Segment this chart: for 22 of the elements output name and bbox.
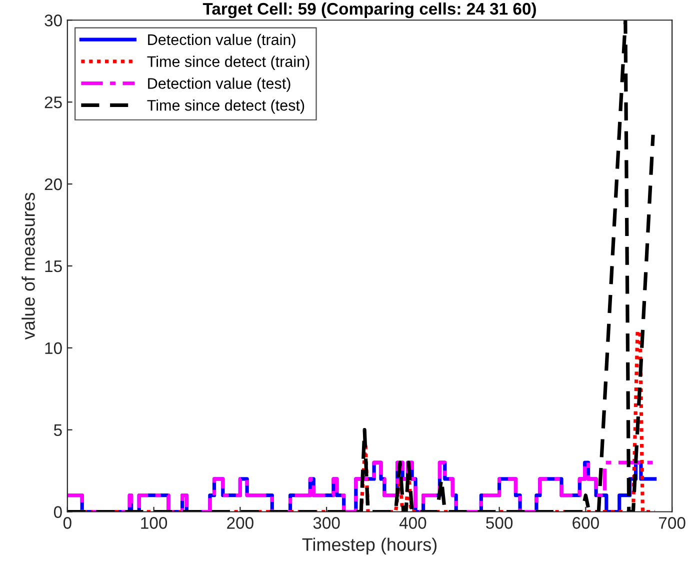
x-tick-label: 700 — [659, 517, 686, 529]
legend-label: Time since detect (test) — [147, 100, 304, 114]
y-tick-label: 10 — [45, 342, 62, 354]
y-tick-label: 20 — [44, 178, 62, 190]
x-tick-label: 400 — [399, 517, 426, 529]
x-tick-label: 0 — [63, 517, 72, 529]
y-tick-label: 25 — [44, 96, 62, 108]
x-tick-label: 300 — [313, 517, 340, 529]
legend-label: Detection value (test) — [148, 78, 290, 92]
y-tick-label: 5 — [54, 424, 62, 436]
x-tick-label: 200 — [227, 517, 254, 529]
y-axis-title: value of measures — [22, 192, 35, 340]
y-tick-label: 30 — [44, 14, 62, 26]
y-tick-label: 0 — [54, 506, 62, 518]
x-axis-title: Timestep (hours) — [302, 538, 437, 555]
y-tick-label: 15 — [45, 260, 62, 272]
legend-label: Time since detect (train) — [147, 56, 310, 70]
x-tick-label: 600 — [572, 517, 599, 529]
chart-title: Target Cell: 59 (Comparing cells: 24 31 60) — [202, 2, 536, 18]
legend-label: Detection value (train) — [148, 34, 296, 48]
x-tick-label: 500 — [486, 517, 513, 529]
x-tick-label: 100 — [141, 517, 168, 529]
